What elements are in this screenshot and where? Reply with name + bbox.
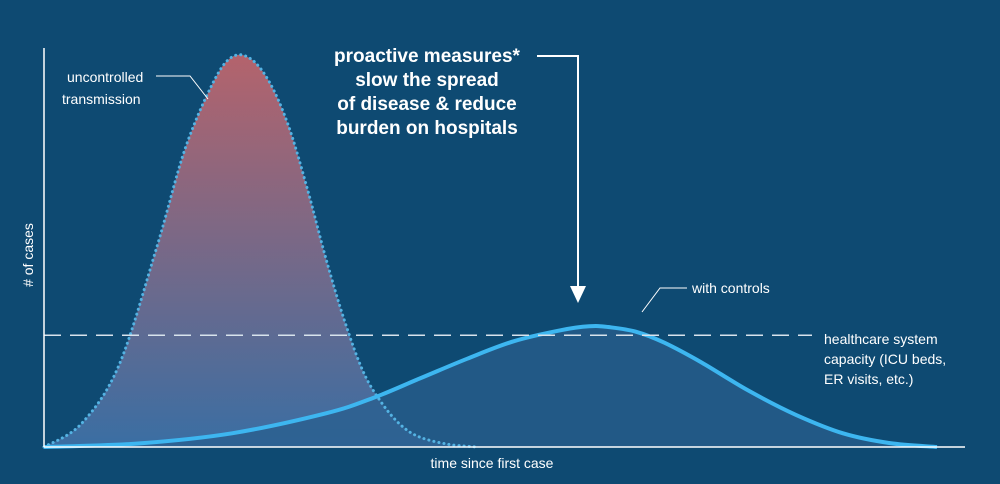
- with-controls-label: with controls: [691, 280, 770, 296]
- uncontrolled-leader-line: [156, 75, 209, 100]
- uncontrolled-label-line-2: transmission: [62, 91, 141, 107]
- headline-line-1: proactive measures*: [334, 46, 520, 67]
- uncontrolled-label-line-1: uncontrolled: [67, 69, 143, 85]
- headline-arrow-line: [537, 55, 579, 290]
- headline-line-4: burden on hospitals: [336, 118, 518, 139]
- headline-line-2: slow the spread: [355, 70, 499, 91]
- with-controls-curve: [43, 324, 938, 449]
- y-axis-label: # of cases: [20, 223, 36, 287]
- x-axis-label: time since first case: [431, 455, 554, 471]
- headline-line-3: of disease & reduce: [337, 94, 517, 115]
- with-controls-area: [44, 326, 937, 447]
- capacity-label-line-1: healthcare system: [824, 331, 938, 347]
- capacity-label-line-3: ER visits, etc.): [824, 371, 913, 387]
- capacity-label-line-2: capacity (ICU beds,: [824, 351, 946, 367]
- headline-arrow-head: [570, 286, 586, 303]
- uncontrolled-transmission-area: [44, 54, 477, 448]
- uncontrolled-transmission-curve: [42, 53, 478, 449]
- with-controls-leader-line: [641, 287, 687, 313]
